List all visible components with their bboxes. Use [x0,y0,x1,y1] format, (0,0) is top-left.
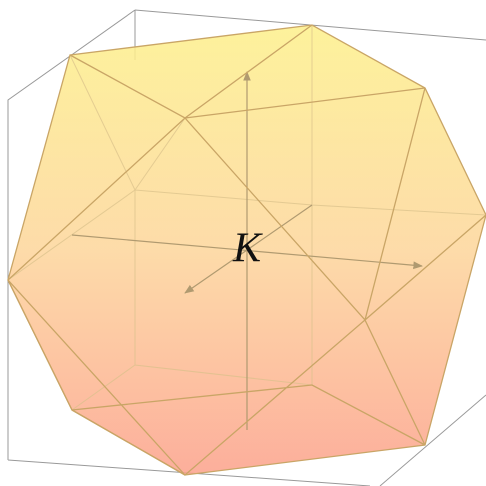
front-edges [7,24,486,476]
label-k: K [232,226,263,272]
axes [71,71,423,430]
